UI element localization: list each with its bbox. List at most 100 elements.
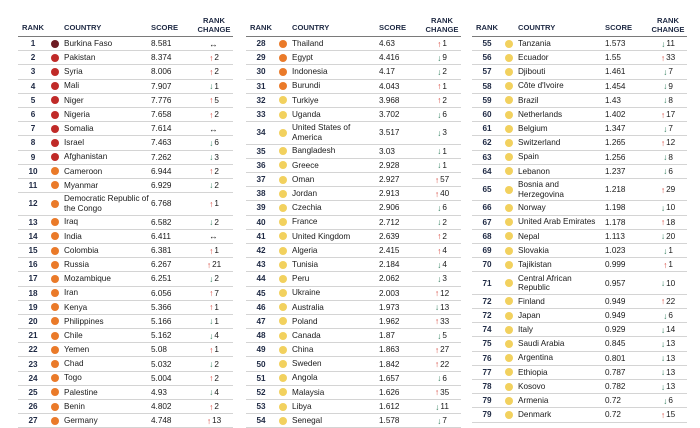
country-cell: Algeria — [292, 245, 318, 255]
table-row: 4 Mali 7.907 ↓ 1 — [18, 80, 233, 94]
rank-cell: 51 — [256, 373, 266, 383]
rank-cell: 10 — [28, 166, 38, 176]
score-cell: 1.256 — [605, 152, 626, 162]
table-row: 48 Canada 1.87 ↓ 5 — [246, 329, 461, 344]
rank-change-cell: ↓ 20 — [649, 232, 687, 241]
down-arrow-icon: ↓ — [209, 387, 214, 398]
country-cell: Cameroon — [64, 166, 103, 176]
rank-change-value: 1 — [214, 345, 219, 355]
rank-change-value: 2 — [442, 67, 447, 77]
table-row: 10 Cameroon 6.944 ↑ 2 — [18, 165, 233, 179]
severity-dot-icon — [51, 110, 59, 119]
down-arrow-icon: ↓ — [437, 127, 442, 138]
country-cell: Uganda — [292, 109, 321, 119]
table-row: 79 Armenia 0.72 ↓ 6 — [472, 394, 687, 409]
rank-change-value: 2 — [442, 217, 447, 227]
no-change-icon: ↔ — [209, 38, 218, 49]
severity-dot-icon — [279, 374, 287, 383]
table-row: 11 Myanmar 6.929 ↓ 2 — [18, 179, 233, 194]
country-cell: Central African Republic — [518, 273, 572, 293]
country-cell: Mali — [64, 81, 80, 91]
rank-cell: 49 — [256, 345, 266, 355]
severity-dot-icon — [51, 124, 59, 133]
rank-change-cell: ↑ 2 — [195, 167, 233, 176]
rank-cell: 16 — [28, 260, 38, 270]
severity-dot-icon — [279, 388, 287, 397]
table-row: 56 Ecuador 1.55 ↑ 33 — [472, 51, 687, 66]
country-cell: Czechia — [292, 203, 322, 213]
country-cell: Yemen — [64, 345, 90, 355]
table-row: 28 Thailand 4.63 ↑ 1 — [246, 37, 461, 52]
severity-dot-icon — [505, 382, 513, 391]
up-arrow-icon: ↑ — [434, 288, 440, 299]
rank-cell: 31 — [256, 81, 266, 91]
score-cell: 2.639 — [379, 231, 400, 241]
country-cell: Ukraine — [292, 288, 321, 298]
up-arrow-icon: ↑ — [437, 81, 442, 92]
down-arrow-icon: ↓ — [660, 367, 666, 378]
table-row: 27 Germany 4.748 ↑ 13 — [18, 414, 233, 428]
header-rank-change-line2: CHANGE — [425, 24, 459, 34]
down-arrow-icon: ↓ — [437, 330, 442, 341]
country-cell: Democratic Republic of the Congo — [64, 194, 149, 213]
up-arrow-icon: ↑ — [437, 245, 442, 256]
score-cell: 1.43 — [605, 95, 621, 105]
severity-dot-icon — [279, 260, 287, 269]
rank-change-value: 1 — [442, 146, 447, 156]
country-cell: Myanmar — [64, 180, 99, 190]
score-cell: 7.463 — [151, 138, 172, 148]
rank-cell: 34 — [256, 128, 266, 138]
header-score: SCORE — [605, 23, 633, 32]
rank-change-value: 2 — [214, 53, 219, 63]
down-arrow-icon: ↓ — [663, 81, 668, 92]
rank-change-cell: ↑ 17 — [649, 110, 687, 119]
down-arrow-icon: ↓ — [209, 316, 214, 327]
rank-change-cell: ↑ 4 — [423, 246, 461, 255]
severity-dot-icon — [505, 311, 513, 320]
score-cell: 0.999 — [605, 260, 626, 270]
score-cell: 7.776 — [151, 95, 172, 105]
table-row: 76 Argentina 0.801 ↓ 13 — [472, 352, 687, 366]
rank-change-value: 13 — [666, 353, 676, 363]
up-arrow-icon: ↑ — [206, 259, 212, 270]
table-row: 41 United Kingdom 2.639 ↑ 2 — [246, 230, 461, 244]
score-cell: 4.748 — [151, 416, 172, 426]
table-row: 37 Oman 2.927 ↑ 57 — [246, 173, 461, 188]
header-rank-change-line1: RANK — [203, 16, 225, 25]
table-row: 58 Côte d'Ivoire 1.454 ↓ 9 — [472, 80, 687, 94]
rank-change-value: 7 — [214, 288, 219, 298]
score-cell: 5.166 — [151, 316, 172, 326]
score-cell: 6.582 — [151, 217, 172, 227]
table-row: 45 Ukraine 2.003 ↑ 12 — [246, 287, 461, 301]
rank-change-cell: ↑ 12 — [423, 289, 461, 298]
country-cell: Sweden — [292, 359, 322, 369]
country-cell: Turkiye — [292, 95, 319, 105]
country-cell: Afghanistan — [64, 152, 108, 162]
rank-change-value: 6 — [442, 373, 447, 383]
rank-change-value: 6 — [668, 311, 673, 321]
score-cell: 5.08 — [151, 345, 167, 355]
score-cell: 6.056 — [151, 288, 172, 298]
rank-cell: 69 — [482, 246, 492, 256]
severity-dot-icon — [279, 274, 287, 283]
severity-dot-icon — [505, 203, 513, 212]
score-cell: 7.262 — [151, 152, 172, 162]
score-cell: 1.87 — [379, 331, 395, 341]
score-cell: 5.162 — [151, 331, 172, 341]
score-cell: 5.004 — [151, 373, 172, 383]
ranking-table: RANK COUNTRY SCORE RANK CHANGE 1 Burkina Faso 8… — [18, 16, 687, 428]
rank-cell: 61 — [482, 124, 492, 134]
down-arrow-icon: ↓ — [209, 217, 214, 228]
score-cell: 1.612 — [379, 402, 400, 412]
table-row: 59 Brazil 1.43 ↓ 8 — [472, 94, 687, 108]
rank-change-cell: ↓ 7 — [649, 124, 687, 133]
table-row: 72 Japan 0.949 ↓ 6 — [472, 309, 687, 324]
country-cell: Angola — [292, 373, 318, 383]
down-arrow-icon: ↓ — [435, 401, 440, 412]
severity-dot-icon — [51, 303, 59, 312]
severity-dot-icon — [279, 110, 287, 119]
rank-change-cell: ↑ 22 — [649, 297, 687, 306]
up-arrow-icon: ↑ — [209, 288, 214, 299]
rank-change-value: 11 — [666, 39, 675, 49]
severity-dot-icon — [279, 128, 287, 137]
